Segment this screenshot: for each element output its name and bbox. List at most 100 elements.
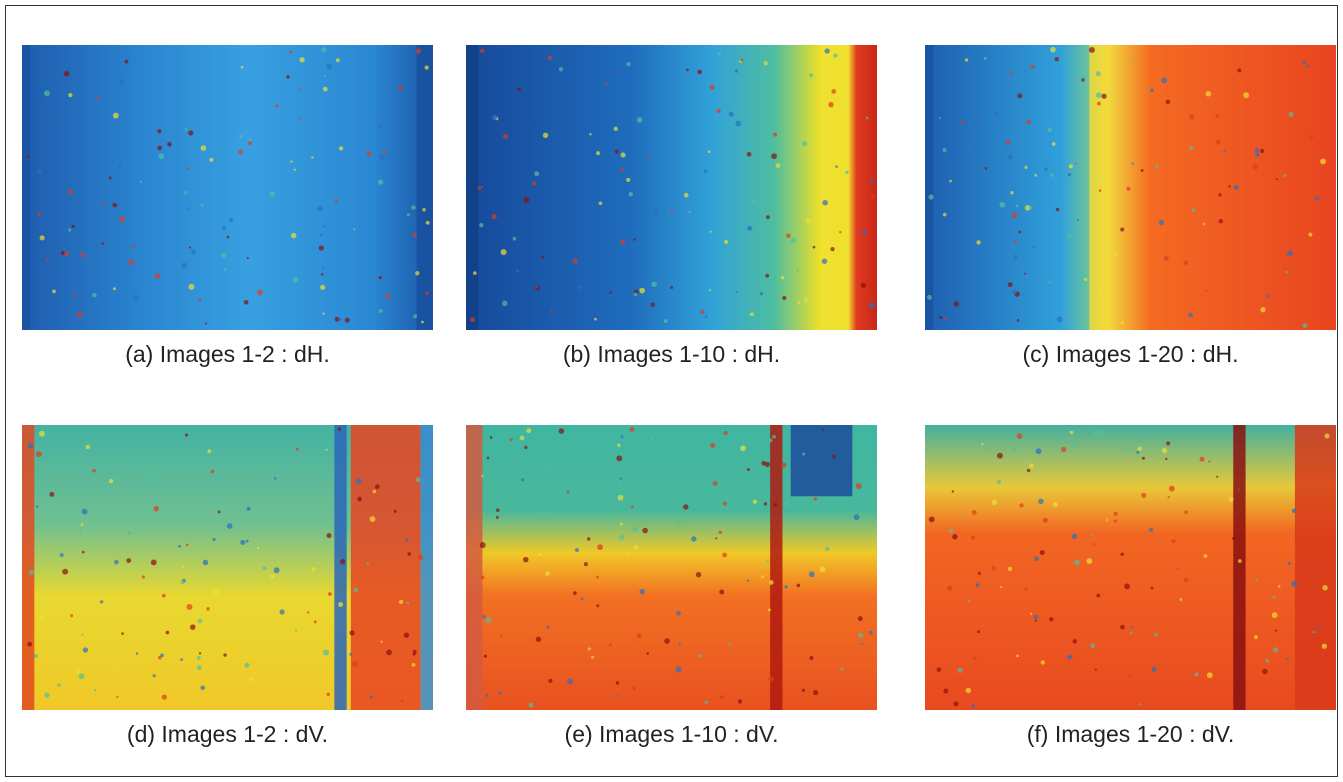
image-speckle	[1306, 590, 1309, 593]
image-speckle	[1081, 78, 1084, 81]
image-speckle	[1096, 594, 1100, 598]
image-speckle	[182, 565, 185, 568]
image-speckle	[769, 439, 773, 443]
image-speckle	[1171, 539, 1175, 543]
image-region	[334, 425, 346, 710]
image-speckle	[676, 667, 682, 673]
image-speckle	[621, 167, 625, 171]
image-speckle	[1093, 543, 1095, 545]
image-speckle	[764, 502, 767, 505]
image-speckle	[747, 226, 752, 231]
image-speckle	[1086, 558, 1092, 564]
image-speckle	[634, 545, 638, 549]
image-speckle	[1278, 585, 1281, 588]
image-speckle	[782, 296, 786, 300]
image-speckle	[618, 495, 624, 501]
image-speckle	[830, 247, 834, 251]
image-speckle	[485, 694, 488, 697]
image-speckle	[159, 153, 165, 159]
image-speckle	[407, 552, 411, 556]
image-speckle	[954, 701, 959, 706]
image-speckle	[247, 257, 249, 259]
image-speckle	[720, 695, 724, 699]
image-speckle	[1224, 149, 1227, 152]
image-speckle	[710, 85, 715, 90]
image-speckle	[199, 652, 201, 654]
image-speckle	[927, 295, 932, 300]
image-speckle	[366, 562, 369, 565]
image-speckle	[676, 611, 681, 616]
image-speckle	[597, 544, 603, 550]
panel: (b) Images 1-10 : dH.	[466, 45, 877, 367]
image-speckle	[244, 300, 249, 305]
image-speckle	[323, 87, 328, 92]
image-speckle	[326, 449, 328, 451]
image-speckle	[670, 286, 673, 289]
image-speckle	[768, 609, 771, 612]
image-speckle	[157, 146, 162, 151]
image-speckle	[941, 264, 943, 266]
image-speckle	[839, 231, 841, 233]
image-speckle	[57, 684, 60, 687]
image-speckle	[928, 194, 933, 199]
image-speckle	[187, 604, 193, 610]
image-speckle	[1013, 255, 1017, 259]
image-speckle	[832, 455, 836, 459]
image-speckle	[615, 150, 619, 154]
image-region	[466, 45, 478, 330]
image-speckle	[1052, 142, 1056, 146]
image-speckle	[1096, 71, 1101, 76]
image-speckle	[981, 443, 983, 445]
image-speckle	[1030, 65, 1034, 69]
image-speckle	[697, 70, 702, 75]
image-speckle	[747, 468, 750, 471]
image-speckle	[997, 480, 1001, 484]
image-speckle	[532, 181, 536, 185]
image-region	[819, 45, 831, 330]
image-speckle	[1017, 93, 1022, 98]
image-speckle	[781, 276, 785, 280]
image-speckle	[809, 571, 815, 577]
image-speckle	[1026, 120, 1031, 125]
image-speckle	[338, 427, 341, 430]
image-speckle	[804, 298, 808, 302]
image-speckle	[280, 609, 285, 614]
panel-image	[22, 45, 433, 330]
image-speckle	[386, 649, 392, 655]
image-speckle	[683, 504, 688, 509]
image-speckle	[671, 211, 674, 214]
image-speckle	[1260, 149, 1264, 153]
image-speckle	[154, 506, 159, 511]
image-speckle	[186, 167, 189, 170]
image-speckle	[151, 559, 157, 565]
image-speckle	[189, 246, 191, 248]
image-speckle	[227, 236, 230, 239]
image-speckle	[1232, 537, 1236, 541]
image-speckle	[664, 319, 668, 323]
image-speckle	[320, 233, 323, 236]
image-speckle	[1272, 596, 1275, 599]
image-region	[417, 45, 433, 330]
image-speckle	[394, 510, 397, 513]
image-speckle	[573, 259, 578, 264]
image-speckle	[274, 567, 280, 573]
image-speckle	[639, 288, 645, 294]
image-speckle	[1273, 647, 1278, 652]
image-speckle	[715, 537, 717, 539]
image-speckle	[949, 529, 953, 533]
image-speckle	[160, 654, 164, 658]
image-speckle	[119, 216, 125, 222]
image-speckle	[82, 551, 85, 554]
image-speckle	[131, 245, 134, 248]
image-speckle	[413, 314, 417, 318]
image-speckle	[619, 534, 624, 539]
panel-image	[925, 425, 1336, 710]
image-speckle	[379, 276, 382, 279]
image-speckle	[1180, 598, 1183, 601]
image-speckle	[779, 524, 781, 526]
image-speckle	[1139, 703, 1141, 705]
image-speckle	[538, 553, 541, 556]
image-speckle	[112, 203, 117, 208]
image-speckle	[987, 446, 991, 450]
image-speckle	[646, 652, 649, 655]
